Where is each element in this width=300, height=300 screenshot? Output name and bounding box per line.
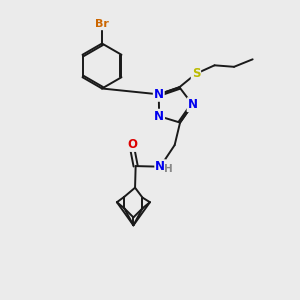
Text: Br: Br [95,19,109,29]
Text: S: S [192,67,200,80]
Text: H: H [164,164,173,174]
Text: N: N [154,110,164,123]
Text: N: N [155,160,165,173]
Text: N: N [188,98,198,111]
Text: O: O [127,138,137,151]
Text: N: N [154,88,164,101]
